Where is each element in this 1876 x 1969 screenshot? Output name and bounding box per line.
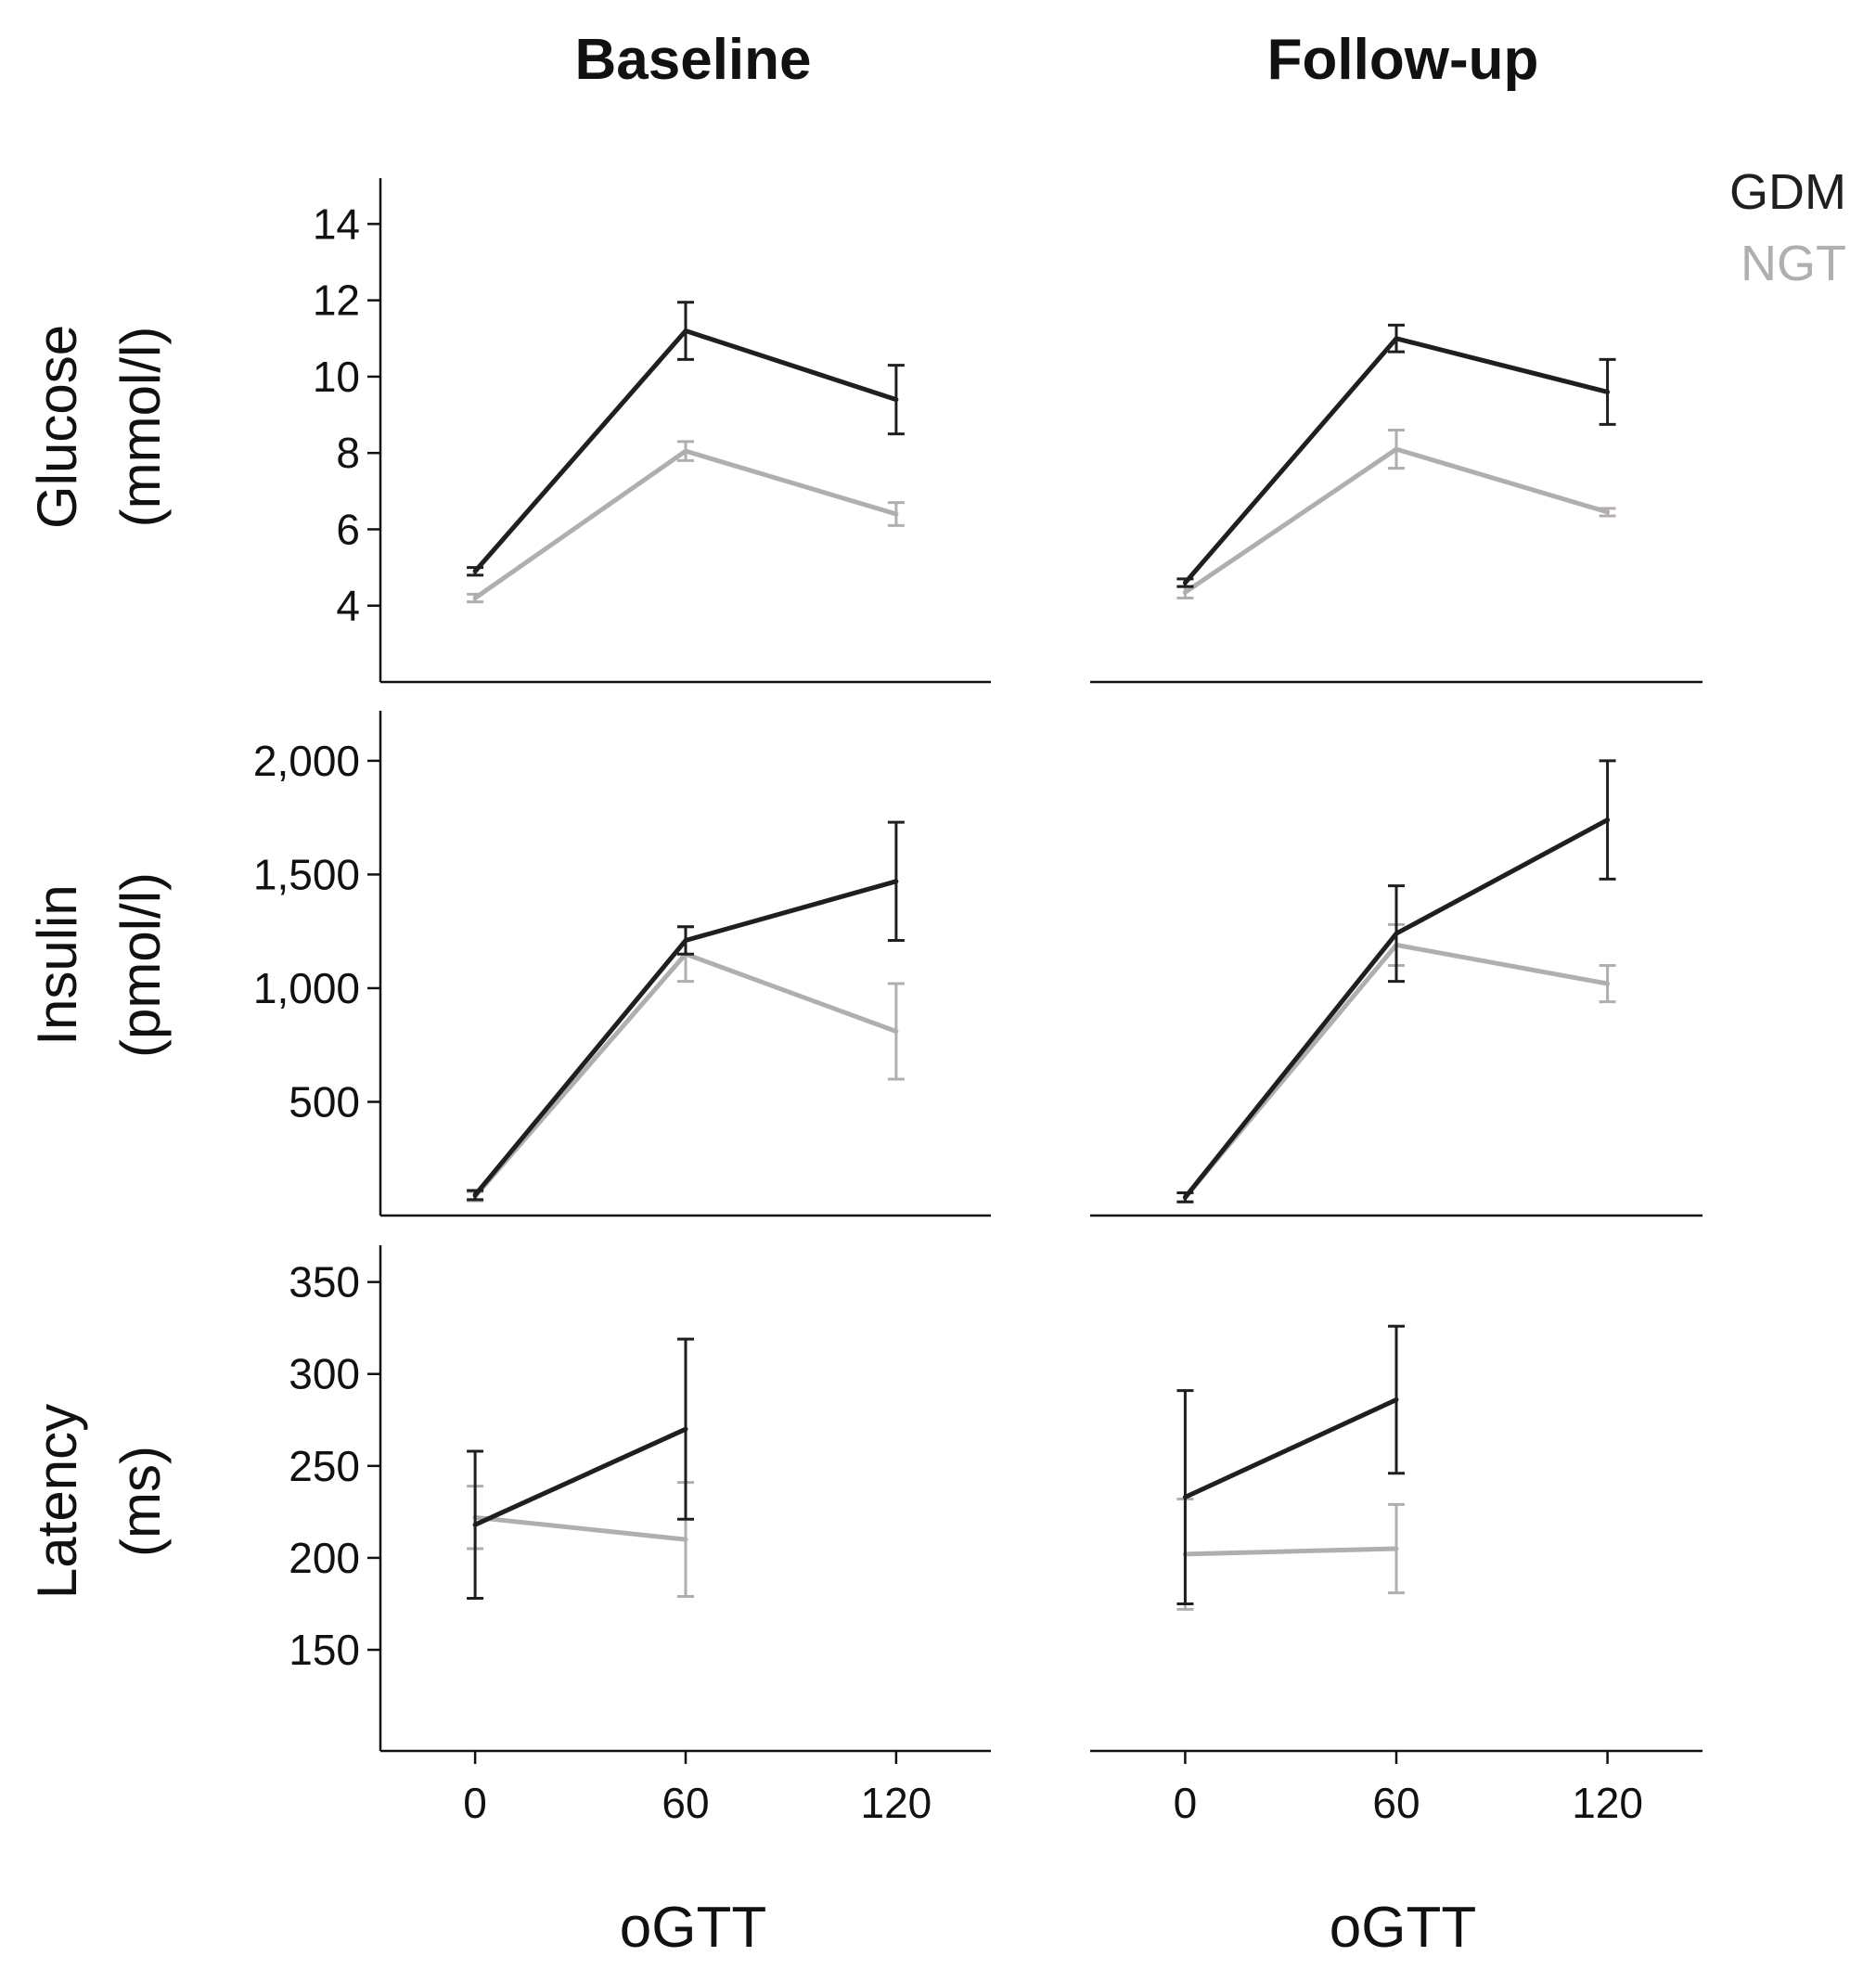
data-point [472, 1522, 478, 1527]
data-point [472, 569, 478, 574]
series-gdm [467, 820, 905, 1202]
row-label-glucose-unit: (mmol/l) [109, 327, 172, 528]
y-tick-label: 300 [289, 1350, 360, 1398]
row-label-latency-name: Latency [26, 1404, 88, 1599]
row-label-latency-unit: (ms) [109, 1446, 172, 1557]
y-tick-label: 10 [313, 353, 360, 401]
x-axis-label-baseline: oGTT [620, 1896, 766, 1960]
series-line-ngt [473, 448, 897, 600]
series-line-ngt [1183, 942, 1609, 1200]
legend-label-ngt: NGT [1741, 236, 1846, 291]
series-ngt [467, 1481, 694, 1599]
x-tick-label: 60 [1372, 1779, 1420, 1827]
data-point [683, 328, 688, 334]
data-point [1394, 336, 1399, 341]
legend-label-gdm: GDM [1729, 164, 1846, 220]
y-tick-label: 200 [289, 1534, 360, 1582]
data-point [1182, 589, 1188, 595]
series-gdm [1176, 759, 1616, 1203]
panel-baseline-latency: 150 200 250 300 350 0 60 120 [289, 1245, 991, 1827]
series-line-ngt [1185, 1546, 1397, 1557]
data-point [1605, 981, 1611, 986]
x-tick-label: 60 [662, 1779, 709, 1827]
series-gdm [1176, 323, 1616, 588]
data-point [893, 397, 899, 403]
data-point [1182, 1495, 1188, 1500]
data-point [1605, 389, 1611, 394]
series-line-ngt [474, 1514, 687, 1542]
y-tick-label: 8 [336, 429, 360, 477]
data-point [893, 879, 899, 884]
y-tick-label: 12 [313, 277, 360, 325]
series-ngt [1176, 1497, 1405, 1611]
x-tick-label: 120 [861, 1779, 932, 1827]
data-point [683, 937, 688, 943]
panel-follow-up-latency: 0 60 120 [1090, 1324, 1703, 1827]
data-point [1394, 1546, 1399, 1551]
y-tick-label: 1,500 [253, 850, 360, 898]
series-line-ngt [1183, 446, 1609, 595]
data-point [1605, 509, 1611, 515]
panel-follow-up-glucose [1090, 323, 1703, 684]
column-title-follow-up: Follow-up [1267, 28, 1539, 92]
x-tick-label: 0 [463, 1779, 487, 1827]
data-point [683, 1426, 688, 1432]
data-point [472, 1192, 478, 1198]
data-point [683, 1537, 688, 1542]
x-tick-label: 0 [1174, 1779, 1198, 1827]
row-label-insulin-unit: (pmol/l) [109, 872, 172, 1058]
y-tick-label: 250 [289, 1442, 360, 1490]
series-gdm [467, 301, 905, 577]
x-tick-label: 120 [1572, 1779, 1643, 1827]
y-tick-label: 14 [313, 199, 360, 248]
column-title-baseline: Baseline [574, 28, 811, 92]
series-gdm [1176, 1324, 1405, 1605]
y-tick-label: 350 [289, 1258, 360, 1306]
panels: 4 6 8 10 12 14 500 1,000 1,500 2,000 150 200 250 300 3… [253, 178, 1703, 1827]
data-point [1182, 1194, 1188, 1200]
panel-baseline-insulin: 500 1,000 1,500 2,000 [253, 711, 991, 1217]
data-point [1605, 817, 1611, 823]
series-ngt [467, 440, 905, 604]
y-tick-label: 150 [289, 1626, 360, 1674]
y-tick-label: 4 [336, 582, 360, 630]
panel-baseline-glucose: 4 6 8 10 12 14 [313, 178, 991, 684]
row-label-glucose-name: Glucose [26, 325, 88, 529]
series-gdm [467, 1337, 694, 1601]
y-tick-label: 2,000 [253, 737, 360, 785]
data-point [893, 1029, 899, 1035]
data-point [1394, 446, 1399, 452]
data-point [683, 448, 688, 454]
series-line-gdm [474, 1426, 687, 1527]
series-line-gdm [1184, 1397, 1398, 1499]
y-tick-label: 6 [336, 505, 360, 553]
data-point [1394, 931, 1399, 936]
series-ngt [467, 925, 905, 1203]
y-tick-label: 500 [289, 1077, 360, 1126]
data-point [1394, 1396, 1399, 1402]
data-point [893, 511, 899, 517]
x-axis-label-follow-up: oGTT [1330, 1896, 1476, 1960]
series-line-gdm [1183, 817, 1609, 1199]
y-tick-label: 1,000 [253, 964, 360, 1012]
series-line-ngt [473, 951, 897, 1198]
row-label-insulin-name: Insulin [26, 884, 88, 1045]
data-point [472, 596, 478, 600]
panel-follow-up-insulin [1090, 759, 1703, 1217]
data-point [1182, 580, 1188, 586]
